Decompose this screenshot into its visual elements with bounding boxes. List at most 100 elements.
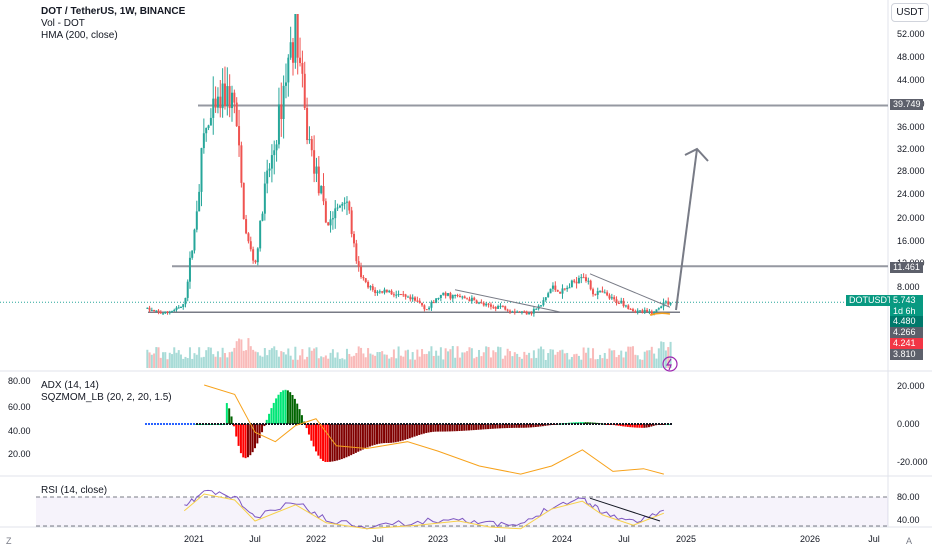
sqz-bar: [444, 424, 447, 432]
candle: [350, 206, 353, 238]
sqz-dot: [658, 423, 660, 425]
candle-body: [442, 292, 445, 295]
candle: [376, 290, 379, 296]
candle-body: [523, 311, 526, 313]
candle-body: [191, 250, 194, 258]
candle-body: [395, 294, 398, 296]
sqz-dot: [649, 423, 651, 425]
corner-z-icon[interactable]: Z: [6, 536, 12, 546]
volume-bar: [402, 356, 405, 368]
volume-bar: [662, 342, 665, 368]
sqz-dot: [289, 423, 291, 425]
candle: [254, 259, 257, 264]
sqz-dot: [586, 423, 588, 425]
sqz-bar: [415, 424, 418, 436]
time-tick-label: Jul: [868, 534, 880, 544]
sqz-bar: [596, 422, 599, 424]
candle: [535, 308, 538, 310]
volume-bar: [355, 353, 358, 368]
volume-bar: [470, 348, 473, 368]
volume-bar: [599, 354, 602, 368]
auto-scale-toggle[interactable]: A: [906, 536, 913, 546]
sqz-dot: [436, 423, 438, 425]
candle-body: [364, 278, 367, 283]
sqz-bar: [460, 424, 463, 431]
hma-line: [649, 312, 671, 316]
sqz-bar: [446, 424, 449, 432]
sqz-bar: [584, 422, 587, 424]
time-tick-label: Jul: [249, 534, 261, 544]
volume-bar: [249, 346, 252, 368]
sqz-dot: [244, 423, 246, 425]
volume-bar: [292, 359, 295, 368]
candle: [549, 288, 552, 294]
trendline-drawings[interactable]: [454, 147, 709, 372]
candle: [641, 308, 644, 314]
sqz-dot: [280, 423, 282, 425]
sqz-bar: [541, 424, 544, 427]
horizontal-levels[interactable]: [0, 104, 888, 313]
candle: [409, 294, 412, 302]
candle: [425, 309, 428, 311]
candle: [364, 277, 367, 284]
candle-body: [639, 310, 642, 312]
volume-bar: [639, 359, 642, 368]
candle: [228, 74, 231, 118]
candle-body: [186, 281, 189, 298]
sqz-dot: [592, 423, 594, 425]
currency-button[interactable]: USDT: [891, 3, 929, 22]
candle-body: [392, 294, 395, 296]
sqz-bar: [448, 424, 451, 432]
volume-bar: [376, 352, 379, 368]
volume-bar: [322, 357, 325, 368]
sqz-bar: [422, 424, 425, 434]
sqz-dot: [604, 423, 606, 425]
sqz-bar: [373, 424, 376, 445]
candle: [468, 296, 471, 302]
volume-bar: [378, 352, 381, 368]
sqz-dot: [229, 423, 231, 425]
volume-bar: [268, 349, 271, 368]
candle: [168, 310, 171, 315]
volume-bar: [594, 359, 597, 368]
candle: [556, 289, 559, 292]
volume-bar: [200, 357, 203, 368]
candle: [348, 200, 351, 214]
candle-body: [664, 301, 667, 303]
candle: [584, 274, 587, 283]
volume-bar: [371, 354, 374, 368]
volume-bar: [159, 357, 162, 368]
candle-body: [530, 312, 533, 314]
volume-bar: [303, 359, 306, 368]
candle-body: [235, 102, 238, 127]
candle-body: [179, 306, 182, 308]
candle: [235, 97, 238, 127]
candle-body: [573, 280, 576, 282]
candle: [461, 295, 464, 300]
projection-arrow-shaft: [675, 148, 698, 311]
sqz-right-tick-label: 20.000: [897, 381, 925, 391]
adx-left-tick-label: 60.00: [8, 402, 31, 412]
candle-body: [421, 302, 424, 306]
sqz-bar: [619, 424, 622, 427]
volume-bar: [615, 357, 618, 368]
volume-bar: [216, 351, 219, 368]
candle: [362, 275, 365, 281]
candle: [146, 307, 149, 310]
pane-separators: [0, 0, 932, 528]
sqz-dot: [151, 423, 153, 425]
sqz-dot: [472, 423, 474, 425]
volume-bar: [669, 341, 672, 368]
candle: [360, 262, 363, 279]
candle-body: [636, 310, 639, 313]
volume-bar: [289, 355, 292, 368]
volume-bar: [390, 357, 393, 368]
candle: [442, 292, 445, 296]
volume-bar: [650, 346, 653, 368]
sqz-dot: [451, 423, 453, 425]
candle: [383, 287, 386, 295]
lightning-glyph: [665, 358, 672, 371]
volume-bar: [432, 355, 435, 368]
projection-arrow-head: [684, 147, 709, 162]
